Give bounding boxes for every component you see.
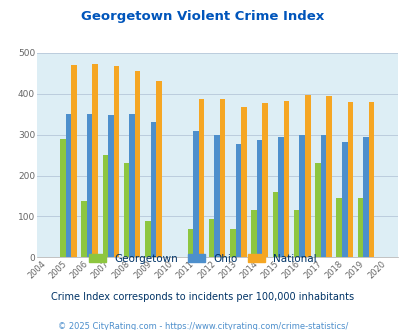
Bar [293, 210, 299, 257]
Bar [272, 192, 277, 257]
Bar [299, 135, 304, 257]
Bar [113, 66, 119, 257]
Bar [150, 121, 156, 257]
Bar [262, 103, 267, 257]
Bar [304, 94, 310, 257]
Text: Crime Index corresponds to incidents per 100,000 inhabitants: Crime Index corresponds to incidents per… [51, 292, 354, 302]
Text: © 2025 CityRating.com - https://www.cityrating.com/crime-statistics/: © 2025 CityRating.com - https://www.city… [58, 322, 347, 330]
Bar [251, 210, 256, 257]
Legend: Georgetown, Ohio, National: Georgetown, Ohio, National [89, 254, 316, 264]
Bar [314, 163, 320, 257]
Bar [209, 218, 214, 257]
Bar [357, 198, 362, 257]
Bar [230, 229, 235, 257]
Bar [235, 144, 241, 257]
Bar [102, 155, 108, 257]
Bar [87, 114, 92, 257]
Bar [198, 99, 204, 257]
Bar [220, 99, 225, 257]
Bar [341, 143, 347, 257]
Bar [241, 107, 246, 257]
Bar [60, 139, 66, 257]
Bar [145, 220, 150, 257]
Bar [66, 114, 71, 257]
Bar [347, 102, 352, 257]
Bar [326, 96, 331, 257]
Bar [256, 140, 262, 257]
Bar [362, 137, 368, 257]
Bar [336, 198, 341, 257]
Bar [108, 115, 113, 257]
Bar [71, 65, 77, 257]
Bar [214, 135, 220, 257]
Bar [187, 229, 193, 257]
Bar [81, 201, 87, 257]
Bar [156, 81, 161, 257]
Text: Georgetown Violent Crime Index: Georgetown Violent Crime Index [81, 10, 324, 23]
Bar [92, 64, 98, 257]
Bar [277, 137, 283, 257]
Bar [193, 131, 198, 257]
Bar [129, 114, 134, 257]
Bar [124, 163, 129, 257]
Bar [283, 101, 288, 257]
Bar [320, 135, 326, 257]
Bar [134, 71, 140, 257]
Bar [368, 102, 373, 257]
